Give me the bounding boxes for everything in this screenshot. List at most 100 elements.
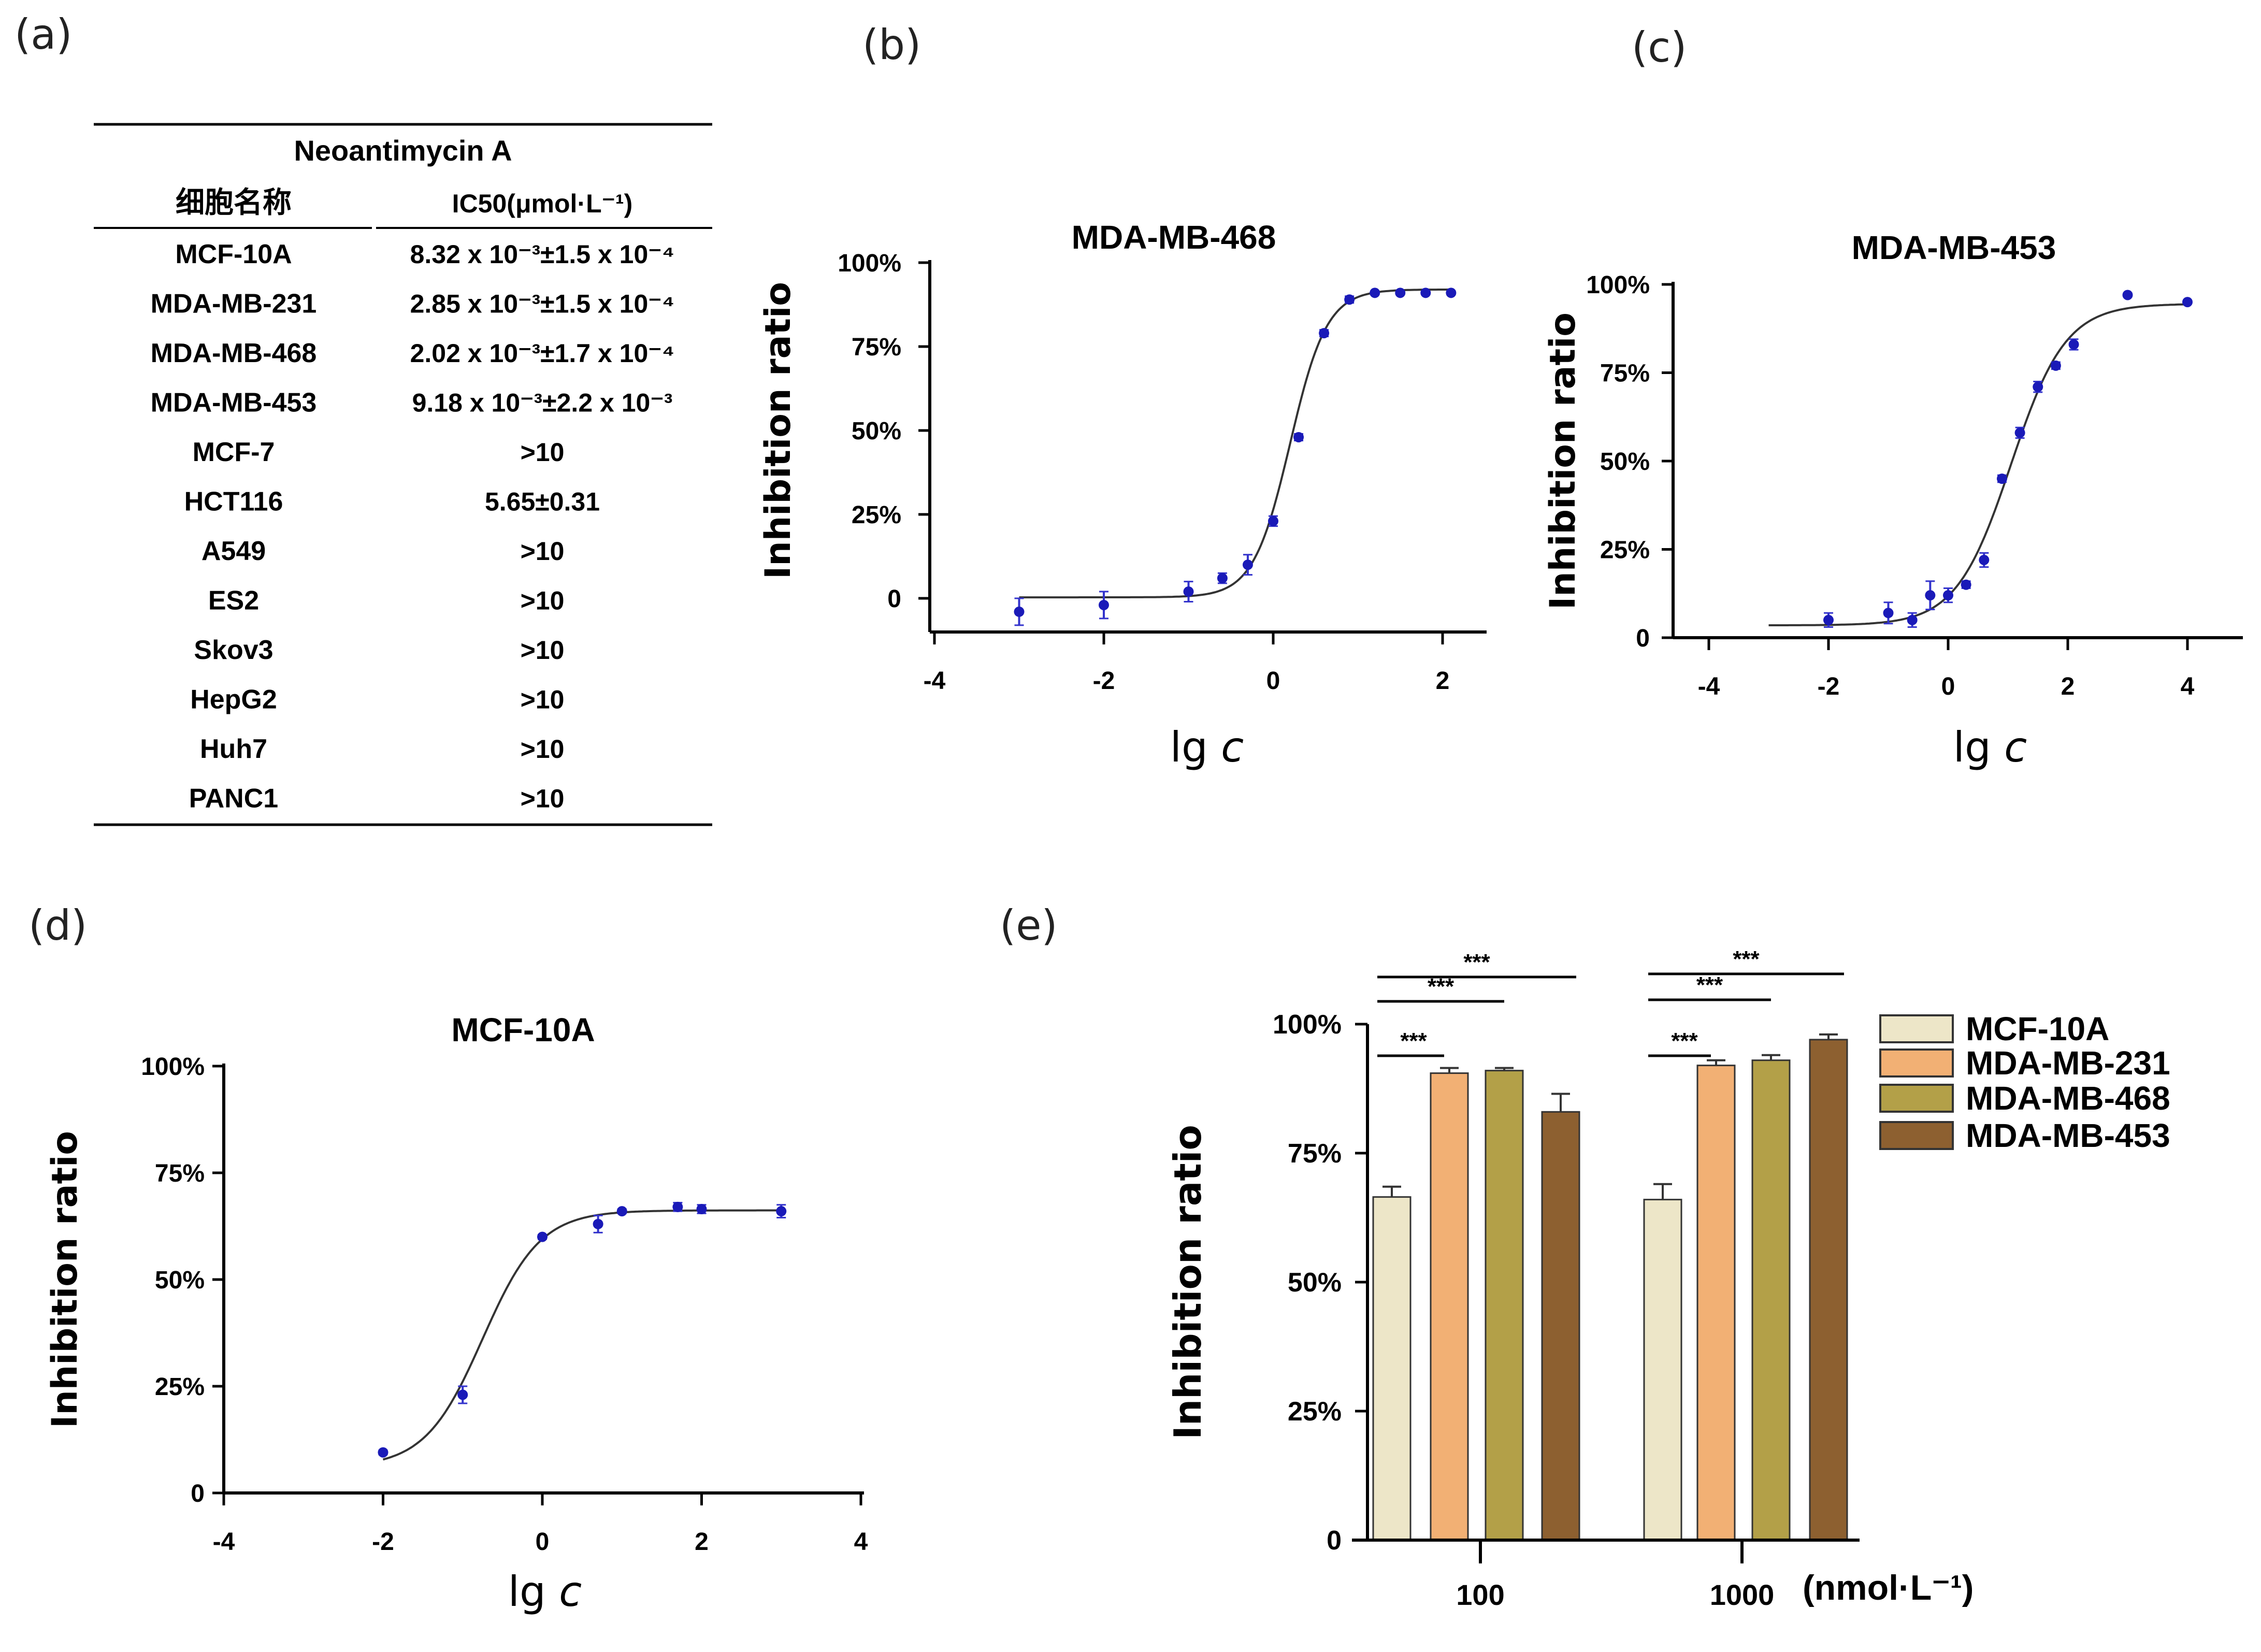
- y-tick-label: 50%: [852, 418, 901, 445]
- legend-swatch: [1879, 1014, 1954, 1043]
- point-marker: [2182, 297, 2193, 308]
- legend-item: MDA-MB-468: [1879, 1080, 2170, 1117]
- bar-rect: [1430, 1072, 1469, 1541]
- significance-label: ***: [1696, 972, 1723, 998]
- legend-swatch: [1879, 1048, 1954, 1078]
- significance-marker: ***: [1377, 950, 1576, 979]
- significance-label: ***: [1400, 1028, 1427, 1054]
- panel-label-d: (d): [28, 901, 88, 950]
- y-tick-label: 100%: [1586, 271, 1650, 299]
- table-cell-ic50: >10: [521, 784, 565, 813]
- point-marker: [537, 1231, 548, 1242]
- point-marker: [2033, 381, 2043, 392]
- legend-label: MCF-10A: [1966, 1010, 2109, 1047]
- point-marker: [1907, 614, 1918, 625]
- x-tick-label: 4: [854, 1528, 868, 1556]
- y-tick-label: 50%: [1288, 1268, 1342, 1298]
- x-tick-label: 4: [2181, 673, 2195, 700]
- x-tick-label: 1000: [1710, 1578, 1775, 1611]
- bar-rect: [1485, 1070, 1524, 1541]
- point-marker: [1961, 579, 1971, 590]
- point-marker: [1823, 614, 1834, 625]
- data-point: [1979, 552, 1990, 568]
- x-tick-label: -4: [1698, 673, 1720, 700]
- table-col-header-cell: 细胞名称: [176, 186, 292, 219]
- table-row: Huh7 >10: [200, 734, 564, 764]
- data-point: [1996, 473, 2007, 484]
- data-point: [2068, 338, 2079, 351]
- significance-marker: ***: [1377, 1028, 1444, 1057]
- point-marker: [593, 1218, 603, 1229]
- point-marker: [672, 1201, 683, 1212]
- y-tick-label: 100%: [141, 1053, 205, 1081]
- table-row: HCT116 5.65±0.31: [184, 487, 600, 517]
- point-marker: [1014, 606, 1025, 617]
- y-axis-label: Inhibition ratio: [1543, 312, 1583, 610]
- x-tick-label: -4: [924, 667, 946, 695]
- table-cell-name: HCT116: [184, 487, 283, 517]
- point-marker: [1979, 554, 1990, 565]
- bar-mcf-10a: [1643, 1183, 1682, 1541]
- y-tick-label: 100%: [838, 250, 901, 277]
- data-point: [1319, 328, 1330, 339]
- point-marker: [1344, 294, 1355, 305]
- chart-title: MDA-MB-468: [1072, 219, 1276, 256]
- point-marker: [776, 1206, 787, 1217]
- fit-curve: [1768, 303, 2188, 626]
- data-point: [1420, 288, 1431, 298]
- bar-rect: [1372, 1196, 1412, 1541]
- panel-label-a: (a): [15, 10, 73, 59]
- ic50-table: Neoantimycin A 细胞名称 IC50(μmol·L⁻¹) MCF-1…: [94, 123, 712, 826]
- point-marker: [1242, 559, 1253, 570]
- table-row: MDA-MB-468 2.02 x 10⁻³±1.7 x 10⁻⁴: [151, 338, 675, 368]
- point-marker: [2050, 360, 2061, 371]
- significance-label: ***: [1733, 946, 1760, 972]
- table-cell-ic50: 8.32 x 10⁻³±1.5 x 10⁻⁴: [410, 240, 675, 269]
- data-point: [1344, 294, 1355, 305]
- data-point: [1395, 288, 1406, 298]
- legend-swatch: [1879, 1084, 1954, 1113]
- x-axis-label: lg c: [1953, 723, 2027, 771]
- data-point: [776, 1204, 787, 1219]
- y-tick-label: 0: [191, 1480, 205, 1507]
- table-cell-name: Skov3: [194, 635, 273, 665]
- bar-rect: [1751, 1059, 1791, 1541]
- data-point: [1242, 554, 1253, 576]
- point-marker: [1395, 288, 1406, 298]
- significance-marker: ***: [1648, 972, 1771, 1001]
- data-point: [2033, 381, 2043, 393]
- legend-label: MDA-MB-453: [1966, 1117, 2170, 1154]
- point-marker: [1217, 573, 1228, 584]
- panel-label-e: (e): [1000, 901, 1058, 950]
- bar-rect: [1696, 1065, 1736, 1541]
- data-point: [2050, 360, 2061, 371]
- table-cell-name: A549: [201, 536, 266, 566]
- table-row: PANC1 >10: [189, 784, 565, 814]
- y-axis-label: Inhibition ratio: [45, 1131, 85, 1428]
- chart-title: MDA-MB-453: [1852, 229, 2056, 266]
- significance-label: ***: [1671, 1028, 1698, 1054]
- legend-item: MDA-MB-231: [1879, 1044, 2170, 1082]
- point-marker: [1446, 288, 1457, 298]
- point-marker: [1268, 515, 1278, 526]
- y-tick-label: 0: [1636, 625, 1650, 652]
- x-tick-label: -4: [213, 1528, 235, 1556]
- y-tick-label: 25%: [1288, 1397, 1342, 1427]
- point-marker: [1293, 432, 1304, 442]
- bar-mda-mb-453: [1541, 1093, 1580, 1541]
- x-axis-label: lg c: [508, 1568, 582, 1616]
- fit-curve: [1019, 288, 1451, 599]
- table-cell-name: ES2: [208, 586, 259, 616]
- bar-rect: [1809, 1039, 1848, 1541]
- x-tick-label: -2: [1818, 673, 1840, 700]
- bar-mda-mb-453: [1809, 1033, 1848, 1541]
- x-tick-label: -2: [1093, 667, 1115, 695]
- data-point: [2014, 426, 2025, 439]
- table-row: MDA-MB-231 2.85 x 10⁻³±1.5 x 10⁻⁴: [151, 289, 675, 319]
- y-tick-label: 0: [887, 585, 901, 613]
- point-marker: [457, 1389, 468, 1400]
- bar-rect: [1643, 1199, 1682, 1541]
- point-marker: [1943, 590, 1953, 601]
- bar-rect: [1541, 1111, 1580, 1541]
